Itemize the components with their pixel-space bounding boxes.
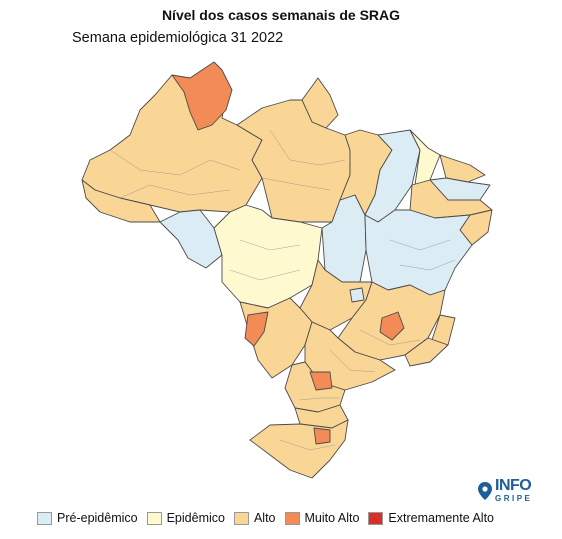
legend-label: Pré-epidêmico	[57, 511, 138, 525]
legend-label: Epidêmico	[166, 511, 225, 525]
region-df	[349, 287, 365, 303]
legend-item-extremamente-alto: Extremamente Alto	[368, 511, 494, 525]
legend-item-pre-epidemico: Pré-epidêmico	[37, 511, 138, 525]
region-rondonia	[159, 209, 223, 269]
logo-text-info: INFO	[495, 477, 532, 494]
legend-label: Extremamente Alto	[388, 511, 495, 525]
regional-boundaries	[109, 129, 456, 451]
region-rj	[404, 337, 449, 367]
region-bahia	[364, 209, 473, 296]
legend: Pré-epidêmico Epidêmico Alto Muito Alto …	[37, 511, 503, 525]
region-ms-west	[244, 311, 269, 347]
logo-text-gripe: GRIPE	[495, 494, 533, 503]
legend-label: Muito Alto	[304, 511, 360, 525]
region-parana-center	[309, 371, 333, 391]
map-subtitle: Semana epidemiológica 31 2022	[72, 30, 284, 46]
region-rs-porto-alegre	[313, 427, 331, 445]
legend-item-alto: Alto	[233, 511, 276, 525]
legend-swatch	[233, 511, 249, 525]
legend-item-epidemico: Epidêmico	[146, 511, 225, 525]
region-rs	[249, 419, 349, 479]
region-bh	[379, 311, 405, 341]
legend-swatch	[146, 511, 162, 525]
location-pin-icon	[478, 481, 492, 500]
map-title: Nível dos casos semanais de SRAG	[161, 7, 401, 23]
legend-item-muito-alto: Muito Alto	[284, 511, 360, 525]
legend-swatch	[284, 511, 300, 525]
legend-swatch	[368, 511, 384, 525]
legend-label: Alto	[253, 511, 276, 525]
infogripe-logo: INFO GRIPE	[478, 478, 532, 503]
region-roraima	[171, 61, 233, 131]
legend-swatch	[37, 511, 52, 525]
region-rn	[439, 154, 486, 183]
